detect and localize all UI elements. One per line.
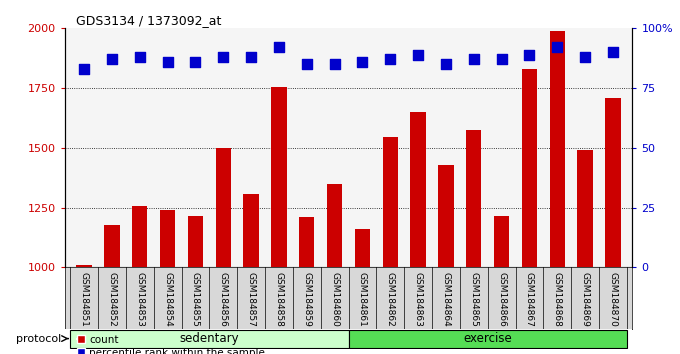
Bar [299,217,314,267]
Point [524,52,535,57]
Text: GSM184860: GSM184860 [330,272,339,327]
Bar [104,225,120,267]
Point [79,66,90,72]
Point [441,61,452,67]
Bar [76,265,92,267]
Point [357,59,368,65]
Text: GSM184865: GSM184865 [469,272,478,327]
Bar [466,130,481,267]
Text: protocol: protocol [16,334,61,344]
Bar [439,165,454,267]
Point [413,52,424,57]
Text: GSM184869: GSM184869 [581,272,590,327]
Bar [411,112,426,267]
Bar [355,229,370,267]
Text: GSM184867: GSM184867 [525,272,534,327]
Text: GSM184853: GSM184853 [135,272,144,327]
Point [218,54,228,60]
Bar [216,148,231,267]
Point [245,54,256,60]
Text: GSM184852: GSM184852 [107,272,116,327]
Text: GSM184859: GSM184859 [302,272,311,327]
Bar [188,216,203,267]
Bar [577,150,593,267]
Text: GSM184861: GSM184861 [358,272,367,327]
Text: GSM184864: GSM184864 [441,272,450,327]
Bar [70,330,348,348]
Point [135,54,146,60]
Point [107,57,118,62]
Bar [327,184,342,267]
Point [579,54,590,60]
Bar [494,216,509,267]
Bar [348,330,627,348]
Point [385,57,396,62]
Bar [522,69,537,267]
Text: GSM184857: GSM184857 [247,272,256,327]
Bar [383,137,398,267]
Bar [132,206,148,267]
Point [190,59,201,65]
Point [162,59,173,65]
Text: GSM184854: GSM184854 [163,272,172,327]
Bar [605,98,621,267]
Point [551,45,562,50]
Text: GSM184868: GSM184868 [553,272,562,327]
Text: GSM184855: GSM184855 [191,272,200,327]
Legend: count, percentile rank within the sample: count, percentile rank within the sample [77,335,265,354]
Text: GSM184866: GSM184866 [497,272,506,327]
Text: GDS3134 / 1373092_at: GDS3134 / 1373092_at [76,14,221,27]
Point [329,61,340,67]
Bar [549,31,565,267]
Text: GSM184858: GSM184858 [275,272,284,327]
Text: GSM184851: GSM184851 [80,272,88,327]
Point [496,57,507,62]
Bar [271,87,286,267]
Point [301,61,312,67]
Text: sedentary: sedentary [180,332,239,345]
Text: GSM184856: GSM184856 [219,272,228,327]
Bar [243,194,258,267]
Point [469,57,479,62]
Point [273,45,284,50]
Point [607,50,618,55]
Bar [160,210,175,267]
Text: GSM184870: GSM184870 [609,272,617,327]
Text: GSM184863: GSM184863 [413,272,422,327]
Text: exercise: exercise [463,332,512,345]
Text: GSM184862: GSM184862 [386,272,395,327]
